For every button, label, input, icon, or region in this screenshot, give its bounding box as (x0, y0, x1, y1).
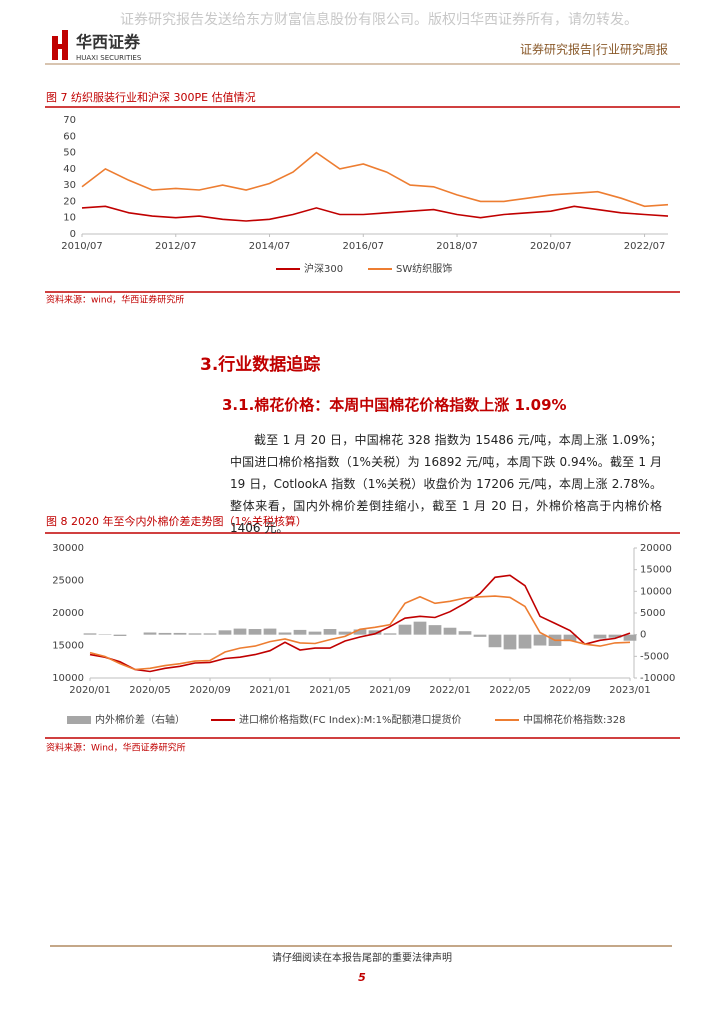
series-line (89, 574, 631, 673)
y-tick-label: 20 (63, 196, 76, 207)
figure-source: 资料来源：wind，华西证券研究所 (46, 294, 184, 306)
x-tick-label: 2021/01 (249, 685, 291, 696)
x-tick-label: 2018/07 (436, 241, 478, 252)
bar (218, 630, 232, 635)
logo-english: HUAXI SECURITIES (76, 54, 142, 62)
section-label: 证券研究报告|行业研究周报 (520, 42, 668, 57)
subsection-heading: 3.1.棉花价格：本周中国棉花价格指数上涨 1.09% (222, 396, 567, 414)
legend-swatch (67, 716, 91, 724)
bar (593, 634, 607, 639)
logo-name: 华西证券 (76, 33, 141, 52)
x-tick-label: 2010/07 (61, 241, 103, 252)
y2-tick-label: 15000 (640, 565, 672, 576)
bar (488, 634, 502, 648)
x-tick-label: 2016/07 (343, 241, 385, 252)
watermark: 证券研究报告发送给东方财富信息股份有限公司。版权归华西证券所有，请勿转发。 (120, 11, 638, 28)
y-tick-label: 30 (63, 180, 76, 191)
bar (518, 634, 532, 649)
bar (278, 632, 292, 635)
y-tick-label: 15000 (52, 641, 84, 652)
bar (428, 625, 442, 635)
series-line (81, 151, 669, 208)
y-tick-label: 30000 (52, 543, 84, 554)
y2-tick-label: 10000 (640, 586, 672, 597)
bar (383, 633, 397, 635)
bar (398, 624, 412, 635)
bar (233, 628, 247, 635)
y-tick-label: 50 (63, 148, 76, 159)
y2-tick-label: -5000 (640, 651, 669, 662)
bar (533, 634, 547, 646)
legend-label: SW纺织服饰 (396, 262, 452, 275)
bar (308, 631, 322, 635)
bar (413, 621, 427, 635)
bar (323, 629, 337, 635)
figure-source: 资料来源：Wind，华西证券研究所 (46, 742, 186, 754)
x-tick-label: 2014/07 (249, 241, 291, 252)
bar (113, 634, 127, 636)
bar (458, 631, 472, 635)
bar (368, 630, 382, 635)
page-number: 5 (358, 971, 366, 984)
bar (353, 629, 367, 635)
figure-caption: 图 7 纺织服装行业和沪深 300PE 估值情况 (46, 90, 256, 104)
bar (503, 634, 517, 650)
y-tick-label: 20000 (52, 608, 84, 619)
x-tick-label: 2022/07 (624, 241, 666, 252)
x-tick-label: 2022/01 (429, 685, 471, 696)
bar (188, 633, 202, 635)
bar (473, 634, 487, 637)
bar (83, 633, 97, 635)
y2-tick-label: 0 (640, 630, 646, 641)
x-tick-label: 2022/09 (549, 685, 591, 696)
x-tick-label: 2022/05 (489, 685, 531, 696)
series-line (89, 595, 631, 671)
y-tick-label: 70 (63, 115, 76, 126)
y-tick-label: 0 (70, 229, 76, 240)
y-tick-label: 60 (63, 131, 76, 142)
legend-label: 进口棉价格指数(FC Index):M:1%配额港口提货价 (239, 713, 461, 726)
legend-label: 中国棉花价格指数:328 (523, 713, 625, 726)
series-line (81, 205, 669, 222)
footer-notice: 请仔细阅读在本报告尾部的重要法律声明 (272, 951, 452, 964)
bar (173, 632, 187, 635)
bar (563, 634, 577, 642)
bar (338, 631, 352, 635)
y2-tick-label: 20000 (640, 543, 672, 554)
figure-caption: 图 8 2020 年至今内外棉价差走势图（1%关税核算） (46, 514, 307, 528)
bar (623, 634, 637, 641)
x-tick-label: 2012/07 (155, 241, 197, 252)
paragraph: 截至 1 月 20 日，中国棉花 328 指数为 15486 元/吨，本周上涨 … (230, 433, 662, 535)
legend-label: 沪深300 (304, 262, 343, 275)
section-heading: 3.行业数据追踪 (200, 355, 321, 375)
bar (608, 634, 622, 638)
x-tick-label: 2020/09 (189, 685, 231, 696)
x-tick-label: 2021/05 (309, 685, 351, 696)
y-tick-label: 25000 (52, 576, 84, 587)
bar (203, 633, 217, 635)
legend-label: 内外棉价差（右轴） (95, 713, 185, 726)
logo-icon (52, 36, 58, 60)
bar (143, 632, 157, 635)
y2-tick-label: 5000 (640, 608, 665, 619)
y-tick-label: 10 (63, 213, 76, 224)
x-tick-label: 2020/01 (69, 685, 111, 696)
y2-tick-label: -10000 (640, 673, 675, 684)
bar (248, 629, 262, 635)
x-tick-label: 2020/05 (129, 685, 171, 696)
bar (443, 627, 457, 635)
y-tick-label: 10000 (52, 673, 84, 684)
bar (158, 632, 172, 635)
y-tick-label: 40 (63, 164, 76, 175)
x-tick-label: 2023/01 (609, 685, 651, 696)
x-tick-label: 2021/09 (369, 685, 411, 696)
bar (263, 628, 277, 635)
logo-icon (56, 44, 66, 49)
bar (293, 629, 307, 635)
x-tick-label: 2020/07 (530, 241, 572, 252)
